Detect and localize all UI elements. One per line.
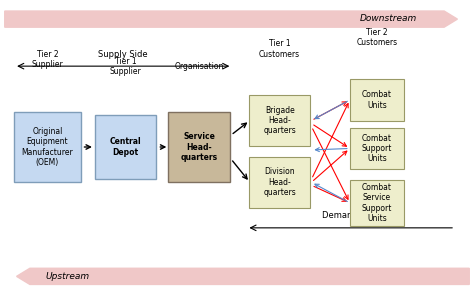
Text: Tier 1
Customers: Tier 1 Customers [259, 39, 300, 59]
FancyArrow shape [5, 11, 457, 27]
FancyBboxPatch shape [95, 115, 156, 179]
Text: Supply Side: Supply Side [99, 50, 148, 59]
FancyBboxPatch shape [249, 156, 310, 208]
FancyBboxPatch shape [168, 112, 230, 182]
Text: Combat
Units: Combat Units [362, 90, 392, 110]
Text: Tier 1
Supplier: Tier 1 Supplier [110, 57, 141, 76]
Text: Service
Head-
quarters: Service Head- quarters [181, 132, 218, 162]
Text: Demand Side: Demand Side [322, 211, 379, 220]
FancyBboxPatch shape [249, 95, 310, 146]
Text: Tier 2
Supplier: Tier 2 Supplier [32, 50, 63, 69]
FancyBboxPatch shape [14, 112, 81, 182]
Text: Central
Depot: Central Depot [110, 137, 141, 157]
Text: Brigade
Head-
quarters: Brigade Head- quarters [263, 106, 296, 136]
Text: Tier 2
Customers: Tier 2 Customers [356, 28, 397, 47]
Text: Division
Head-
quarters: Division Head- quarters [263, 167, 296, 197]
Text: Upstream: Upstream [45, 272, 89, 281]
FancyArrow shape [17, 268, 469, 285]
Text: Original
Equipment
Manufacturer
(OEM): Original Equipment Manufacturer (OEM) [21, 127, 73, 167]
Text: Downstream: Downstream [360, 14, 417, 23]
FancyBboxPatch shape [350, 128, 404, 169]
Text: Combat
Support
Units: Combat Support Units [362, 133, 392, 163]
Text: Organisation: Organisation [174, 61, 224, 71]
FancyBboxPatch shape [350, 180, 404, 226]
FancyBboxPatch shape [350, 79, 404, 121]
Text: Combat
Service
Support
Units: Combat Service Support Units [362, 183, 392, 223]
